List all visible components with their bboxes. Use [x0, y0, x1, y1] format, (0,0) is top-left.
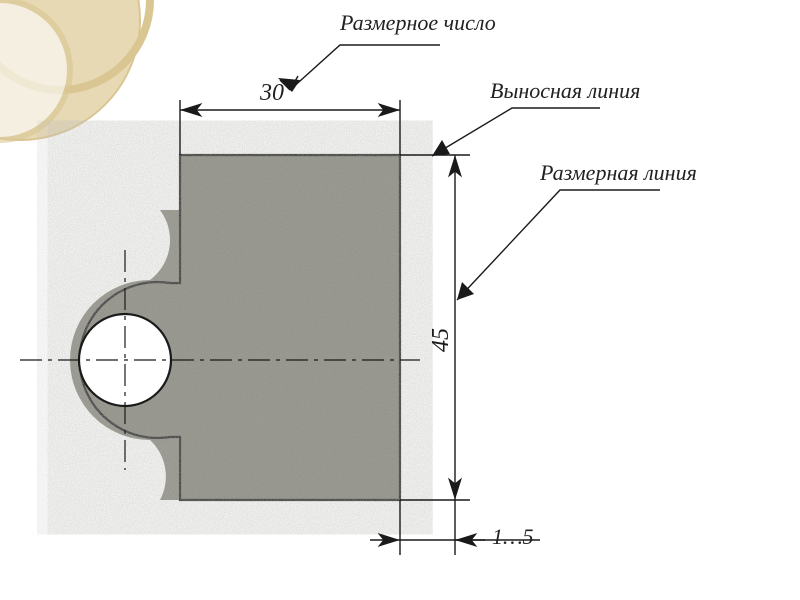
- label-extension-line: Выносная линия: [490, 78, 640, 104]
- dim-text-30: 30: [260, 80, 284, 107]
- callout-dim-line: [457, 190, 660, 300]
- callout-extension-line-arrow: [432, 140, 450, 156]
- label-gap: 1…5: [492, 524, 534, 550]
- extension-lines-30: [180, 100, 400, 155]
- callout-dim-number: [280, 45, 440, 90]
- drawing-canvas: 45: [0, 0, 800, 600]
- label-dim-number: Размерное число: [340, 10, 496, 36]
- label-dim-line: Размерная линия: [540, 160, 697, 186]
- dim-text-45: 45: [428, 328, 454, 352]
- callout-extension-line: [432, 108, 600, 156]
- extension-lines-45: [400, 155, 470, 500]
- part-outline: [79, 155, 400, 500]
